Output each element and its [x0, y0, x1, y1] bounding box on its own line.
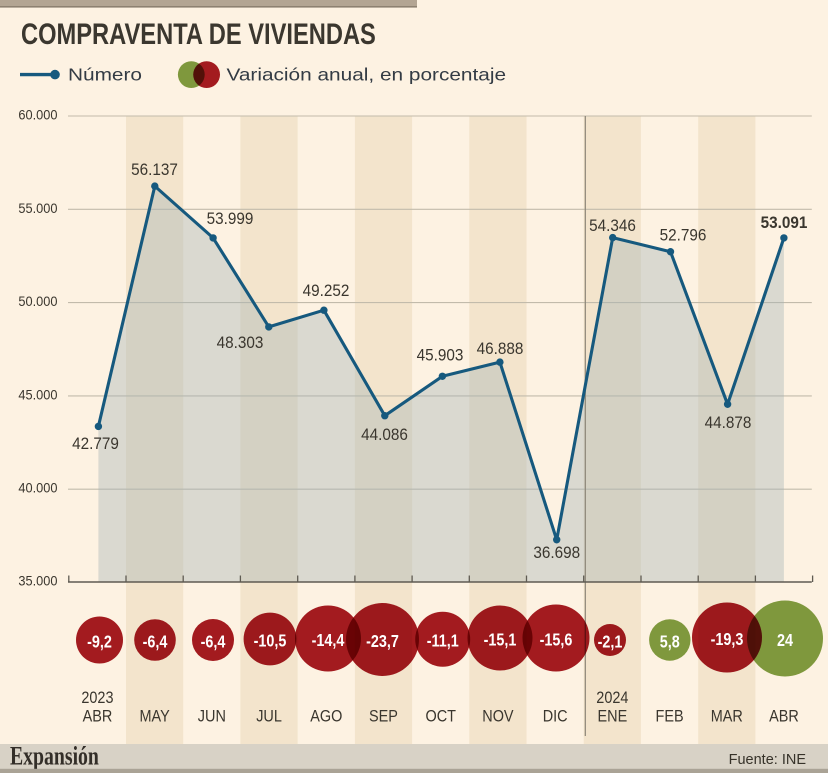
svg-text:52.796: 52.796: [660, 226, 707, 245]
svg-text:ENE: ENE: [597, 707, 627, 725]
svg-text:2023: 2023: [81, 689, 113, 707]
svg-text:5,8: 5,8: [660, 632, 680, 652]
svg-text:DIC: DIC: [543, 707, 568, 725]
svg-text:Número: Número: [68, 66, 142, 85]
svg-text:Variación anual, en porcentaje: Variación anual, en porcentaje: [227, 66, 507, 85]
svg-text:-19,3: -19,3: [711, 630, 744, 650]
svg-text:NOV: NOV: [482, 707, 514, 725]
svg-text:56.137: 56.137: [131, 160, 178, 179]
svg-text:-15,6: -15,6: [540, 630, 573, 650]
svg-text:Expansión: Expansión: [10, 741, 99, 770]
svg-text:48.303: 48.303: [217, 333, 264, 352]
svg-text:ABR: ABR: [769, 707, 799, 725]
svg-text:COMPRAVENTA DE VIVIENDAS: COMPRAVENTA DE VIVIENDAS: [21, 17, 376, 50]
svg-text:-11,1: -11,1: [427, 631, 459, 651]
svg-text:-10,5: -10,5: [254, 631, 287, 651]
svg-text:MAR: MAR: [711, 707, 743, 725]
svg-text:53.091: 53.091: [761, 213, 808, 232]
svg-text:-6,4: -6,4: [201, 632, 226, 652]
svg-text:45.000: 45.000: [18, 387, 57, 403]
svg-text:35.000: 35.000: [18, 573, 57, 589]
svg-text:49.252: 49.252: [303, 281, 350, 300]
svg-text:JUN: JUN: [198, 707, 226, 725]
svg-text:45.903: 45.903: [417, 346, 464, 365]
svg-text:44.086: 44.086: [361, 425, 408, 444]
svg-text:AGO: AGO: [310, 707, 342, 725]
svg-text:40.000: 40.000: [18, 480, 57, 496]
svg-text:JUL: JUL: [256, 707, 282, 725]
svg-text:50.000: 50.000: [18, 293, 57, 309]
svg-text:-14,4: -14,4: [312, 631, 345, 651]
svg-text:60.000: 60.000: [18, 107, 57, 123]
svg-text:36.698: 36.698: [533, 543, 580, 562]
svg-text:-9,2: -9,2: [87, 632, 112, 652]
svg-text:ABR: ABR: [83, 707, 113, 725]
svg-text:24: 24: [777, 631, 793, 651]
svg-text:FEB: FEB: [656, 707, 684, 725]
svg-text:53.999: 53.999: [207, 209, 254, 228]
svg-text:-15,1: -15,1: [484, 630, 517, 650]
svg-text:2024: 2024: [596, 689, 628, 707]
svg-text:SEP: SEP: [369, 707, 398, 725]
svg-text:54.346: 54.346: [589, 216, 636, 235]
svg-text:46.888: 46.888: [477, 339, 524, 358]
svg-text:42.779: 42.779: [72, 434, 119, 453]
svg-text:-6,4: -6,4: [143, 632, 168, 652]
svg-text:55.000: 55.000: [18, 200, 57, 216]
svg-text:MAY: MAY: [140, 707, 171, 725]
svg-text:44.878: 44.878: [705, 413, 752, 432]
svg-text:-23,7: -23,7: [366, 632, 399, 652]
svg-text:OCT: OCT: [425, 707, 456, 725]
svg-text:-2,1: -2,1: [598, 632, 623, 652]
svg-text:Fuente: INE: Fuente: INE: [729, 752, 807, 768]
